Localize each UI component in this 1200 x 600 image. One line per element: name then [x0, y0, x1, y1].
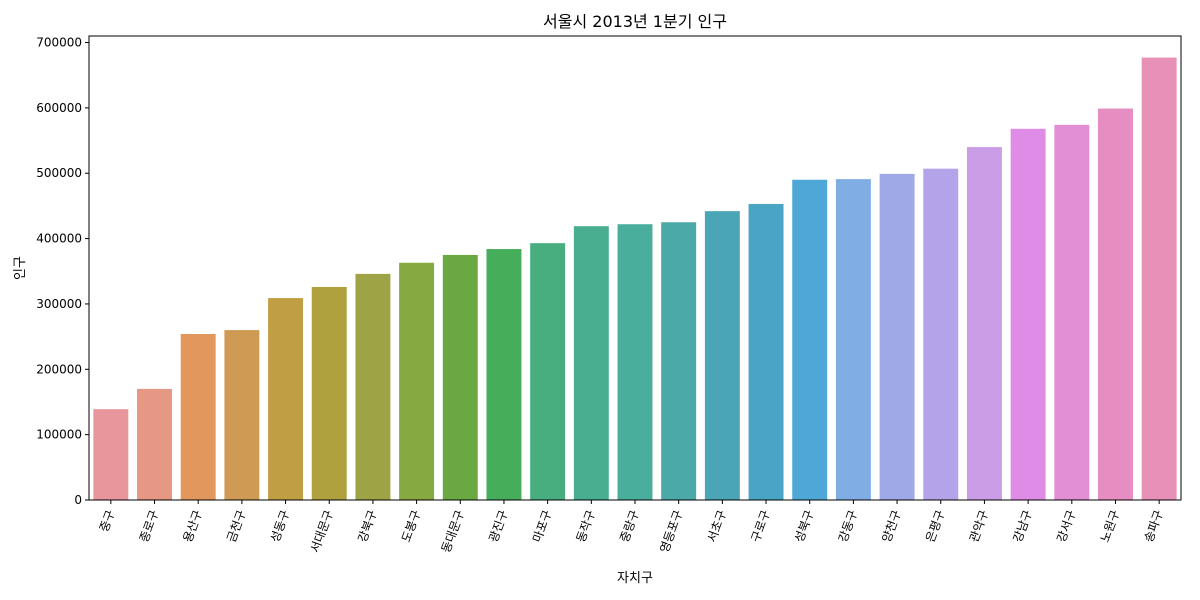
- y-tick-label: 300000: [36, 297, 82, 311]
- x-tick-label: 서초구: [705, 508, 729, 544]
- x-tick-label: 용산구: [181, 508, 205, 544]
- bar: [180, 334, 216, 500]
- x-tick-label: 마포구: [530, 508, 554, 544]
- bar: [1054, 124, 1090, 500]
- y-tick-label: 0: [74, 493, 82, 507]
- x-tick-label: 노원구: [1098, 508, 1122, 544]
- x-tick-label: 중구: [97, 508, 118, 534]
- bar: [966, 147, 1002, 500]
- bar: [486, 249, 522, 500]
- bar: [311, 286, 347, 500]
- x-tick-label: 은평구: [923, 508, 947, 544]
- bar: [704, 211, 740, 500]
- x-tick-label: 강서구: [1054, 508, 1078, 544]
- x-tick-label: 성동구: [268, 508, 292, 544]
- bar: [748, 203, 784, 500]
- x-tick-label: 송파구: [1141, 508, 1165, 544]
- x-tick-label: 구로구: [748, 508, 772, 544]
- bar: [399, 262, 435, 500]
- x-tick-label: 양천구: [878, 508, 903, 544]
- y-axis-label: 인구: [13, 256, 28, 280]
- x-tick-label: 관악구: [967, 508, 991, 544]
- y-axis: 0 100000 200000 300000 400000 500000 600000 700…: [36, 36, 89, 507]
- x-tick-label: 영등포구: [657, 508, 685, 554]
- bar: [137, 388, 172, 500]
- bar: [879, 173, 915, 500]
- y-tick-label: 500000: [36, 166, 82, 180]
- bar: [792, 179, 828, 500]
- y-tick-label: 700000: [36, 36, 82, 50]
- x-tick-label: 도봉구: [399, 508, 423, 544]
- bar: [442, 254, 478, 500]
- bar: [573, 226, 609, 501]
- x-tick-label: 강북구: [355, 508, 379, 544]
- bar: [1098, 108, 1133, 500]
- x-tick-label: 종로구: [137, 508, 161, 544]
- bar: [355, 273, 391, 500]
- x-tick-label: 금천구: [223, 508, 248, 544]
- bar: [1010, 128, 1046, 501]
- y-tick-label: 400000: [36, 232, 82, 246]
- y-tick-label: 100000: [36, 428, 82, 442]
- x-tick-label: 동작구: [574, 508, 598, 544]
- bar: [1141, 57, 1177, 500]
- y-tick-label: 200000: [36, 362, 82, 376]
- bar: [617, 224, 653, 500]
- x-tick-label: 강남구: [1010, 508, 1034, 544]
- bar: [661, 222, 697, 500]
- bar: [530, 243, 566, 501]
- bars-group: [93, 57, 1177, 501]
- x-axis-label: 자치구: [617, 571, 653, 586]
- x-tick-label: 성북구: [792, 508, 816, 544]
- bar: [93, 409, 129, 500]
- x-tick-label: 강동구: [836, 508, 860, 544]
- x-tick-label: 동대문구: [439, 508, 467, 554]
- x-tick-label: 서대문구: [308, 508, 336, 554]
- x-tick-label: 광진구: [486, 508, 510, 544]
- bar: [923, 168, 959, 500]
- bar: [268, 298, 304, 500]
- bar: [835, 179, 871, 500]
- x-axis: 중구 종로구 용산구 금천구 성동구 서대문구 강북구 도봉구 동대문구 광진구 마포구 동작구 중랑구…: [97, 500, 1166, 555]
- chart-title: 서울시 2013년 1분기 인구: [543, 12, 727, 31]
- y-tick-label: 600000: [36, 101, 82, 115]
- x-tick-label: 중랑구: [617, 508, 641, 544]
- plot-frame: [88, 35, 1182, 501]
- bar: [224, 330, 260, 500]
